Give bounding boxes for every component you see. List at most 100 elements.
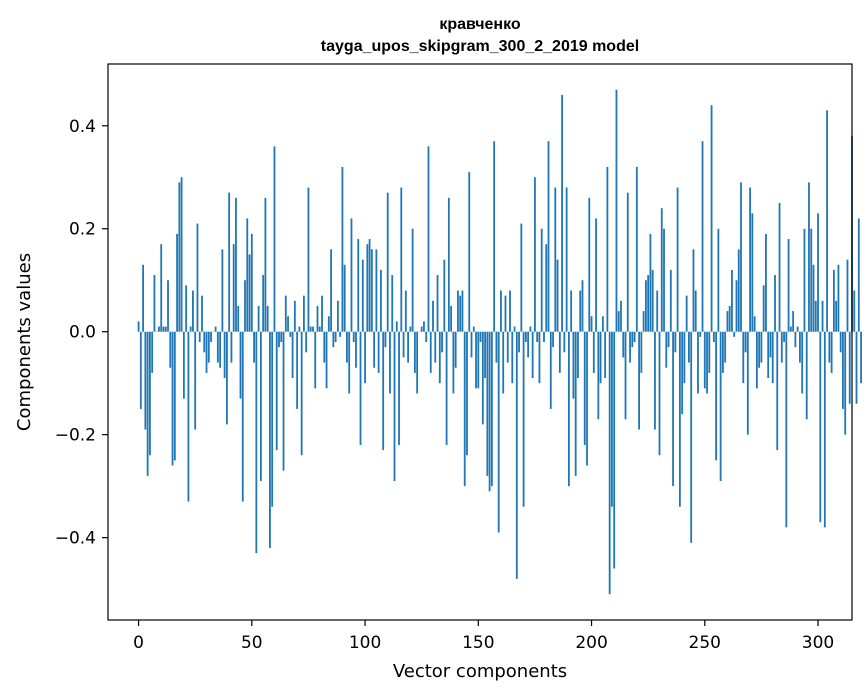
bar (613, 331, 616, 569)
bar (241, 331, 244, 502)
bar (611, 331, 613, 507)
bar (631, 331, 634, 348)
bar (642, 311, 645, 332)
bar (153, 275, 156, 332)
bar (644, 280, 647, 332)
bar (563, 331, 566, 353)
bar (556, 259, 559, 332)
bar (731, 269, 733, 332)
bar (531, 331, 534, 379)
bar (400, 187, 403, 332)
bar (538, 331, 541, 384)
chart-subtitle: tayga_upos_skipgram_300_2_2019 model (321, 38, 639, 55)
x-tick-label: 250 (689, 633, 721, 653)
bar (314, 331, 317, 389)
bar (411, 228, 414, 332)
bar (158, 326, 160, 332)
bar (452, 331, 455, 394)
bar (434, 331, 437, 363)
bar (842, 331, 844, 409)
bar (767, 331, 770, 379)
bar (762, 285, 765, 332)
bar (694, 290, 697, 332)
bar (776, 331, 779, 451)
bar (520, 223, 523, 332)
bar (617, 311, 620, 332)
bar (722, 331, 724, 373)
x-tick-label: 200 (575, 633, 607, 653)
bar (244, 280, 246, 332)
bar (561, 94, 563, 332)
bar (500, 290, 502, 332)
bar (629, 331, 631, 363)
bar (416, 331, 419, 394)
bar (271, 331, 274, 507)
bar (407, 331, 409, 363)
bar (402, 331, 405, 358)
bar (343, 264, 346, 332)
bar (697, 331, 699, 394)
bar (826, 110, 828, 332)
bar (364, 331, 366, 384)
bar (678, 331, 681, 507)
bar (198, 331, 201, 342)
bar (758, 331, 761, 368)
bar (413, 331, 416, 373)
bar (654, 331, 656, 430)
bar (348, 331, 351, 394)
bar (395, 321, 398, 332)
bar (318, 326, 321, 332)
bar (339, 331, 342, 337)
bar (685, 295, 688, 332)
bar (185, 285, 188, 332)
bar (187, 331, 190, 502)
bar (219, 331, 222, 368)
bar (366, 244, 369, 332)
bar (291, 331, 294, 379)
bar (740, 182, 742, 332)
bar (832, 269, 835, 332)
bar (269, 331, 271, 548)
bar (515, 331, 518, 579)
bar (246, 218, 249, 332)
bar (606, 166, 609, 332)
bar (774, 275, 776, 332)
bar (327, 316, 330, 332)
bar (391, 275, 394, 332)
bar (799, 331, 801, 363)
bar (223, 331, 226, 379)
bar (796, 326, 799, 332)
bar (182, 331, 185, 399)
bar (620, 300, 622, 332)
x-tick-label: 100 (349, 633, 381, 653)
bar (382, 331, 385, 451)
bar (461, 290, 464, 332)
bar (425, 331, 428, 342)
y-axis: −0.4 −0.2 0.0 0.2 0.4 (55, 117, 108, 549)
bar (210, 331, 212, 342)
bar (581, 280, 584, 332)
bar (409, 326, 412, 332)
bar (377, 331, 380, 373)
bar (860, 331, 862, 384)
bar (624, 331, 627, 420)
bar (457, 290, 459, 332)
bar (855, 331, 858, 404)
bar (656, 290, 659, 332)
bar (330, 249, 332, 332)
bar (524, 331, 527, 342)
bar (370, 249, 373, 332)
bar (839, 331, 842, 353)
bar (547, 141, 550, 332)
bar (280, 331, 283, 342)
bar (728, 305, 731, 332)
bar (142, 264, 145, 332)
bar (529, 326, 532, 332)
bar (139, 331, 142, 409)
bar (230, 331, 233, 363)
bar (681, 331, 684, 415)
bar (454, 331, 457, 368)
bar (746, 331, 749, 435)
bar (601, 316, 604, 332)
